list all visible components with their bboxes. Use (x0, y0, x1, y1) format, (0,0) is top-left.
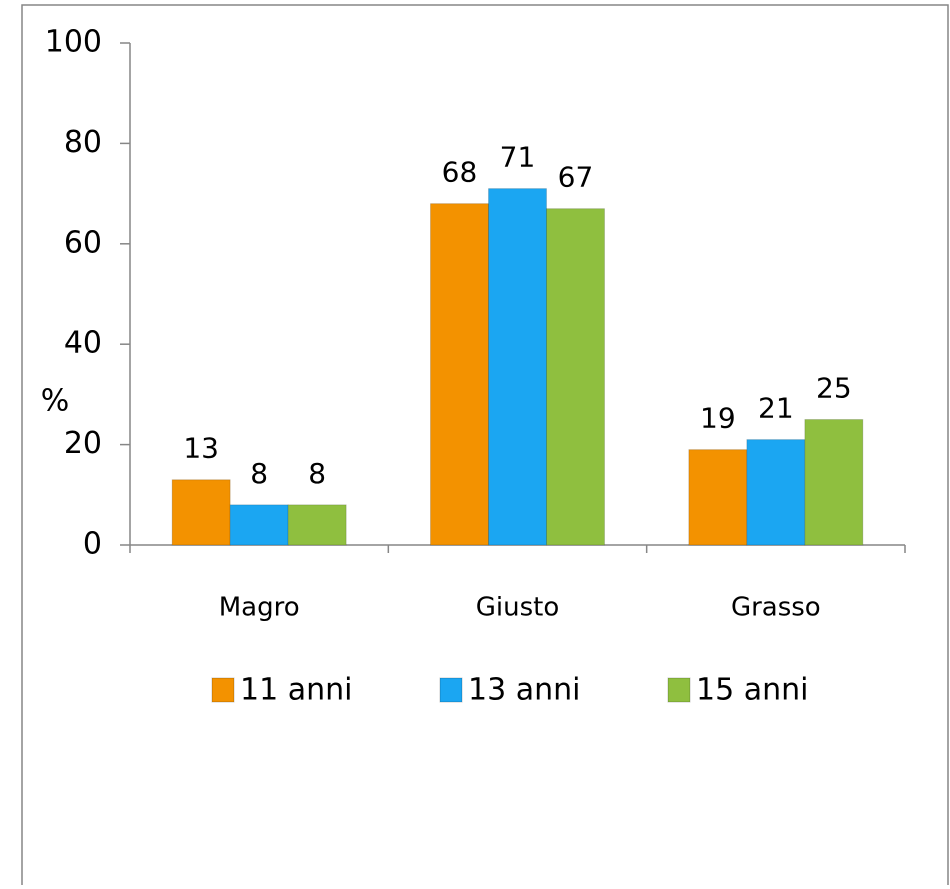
bar (746, 439, 806, 546)
legend-label: 15 anni (696, 673, 808, 708)
data-label: 25 (816, 372, 852, 405)
data-label: 13 (183, 432, 219, 465)
data-label: 68 (442, 156, 478, 189)
data-label: 21 (758, 392, 794, 425)
y-tick-label: 40 (64, 326, 102, 361)
data-label: 67 (558, 161, 594, 194)
data-label: 8 (308, 457, 326, 490)
bar (430, 203, 489, 546)
data-label: 71 (500, 141, 536, 174)
legend-swatch (667, 677, 691, 703)
y-tick-label: 80 (64, 125, 102, 160)
y-axis-label: % (41, 384, 70, 419)
bar (287, 504, 347, 546)
bar (488, 188, 547, 546)
data-label: 19 (700, 402, 736, 435)
legend-swatch (211, 677, 235, 703)
y-tick-label: 60 (64, 225, 102, 260)
legend-label: 13 anni (468, 673, 580, 708)
bar (229, 504, 289, 546)
bar (546, 208, 605, 546)
y-tick-label: 20 (64, 426, 102, 461)
legend-label: 11 anni (240, 673, 352, 708)
x-tick-label: Giusto (476, 593, 560, 623)
data-label: 8 (250, 457, 268, 490)
bar (804, 419, 864, 546)
x-tick-label: Magro (219, 593, 300, 623)
x-tick-label: Grasso (731, 593, 821, 623)
y-tick-label: 100 (45, 25, 102, 60)
bar (171, 479, 231, 546)
legend-swatch (439, 677, 463, 703)
bar (688, 449, 748, 546)
y-tick-label: 0 (83, 527, 102, 562)
